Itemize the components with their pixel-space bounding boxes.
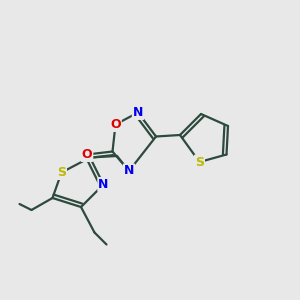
Text: O: O [110, 118, 121, 131]
Text: N: N [124, 164, 134, 178]
Text: N: N [133, 106, 143, 119]
Text: N: N [98, 178, 109, 191]
Text: S: S [195, 155, 204, 169]
Text: O: O [82, 148, 92, 161]
Text: S: S [57, 166, 66, 179]
